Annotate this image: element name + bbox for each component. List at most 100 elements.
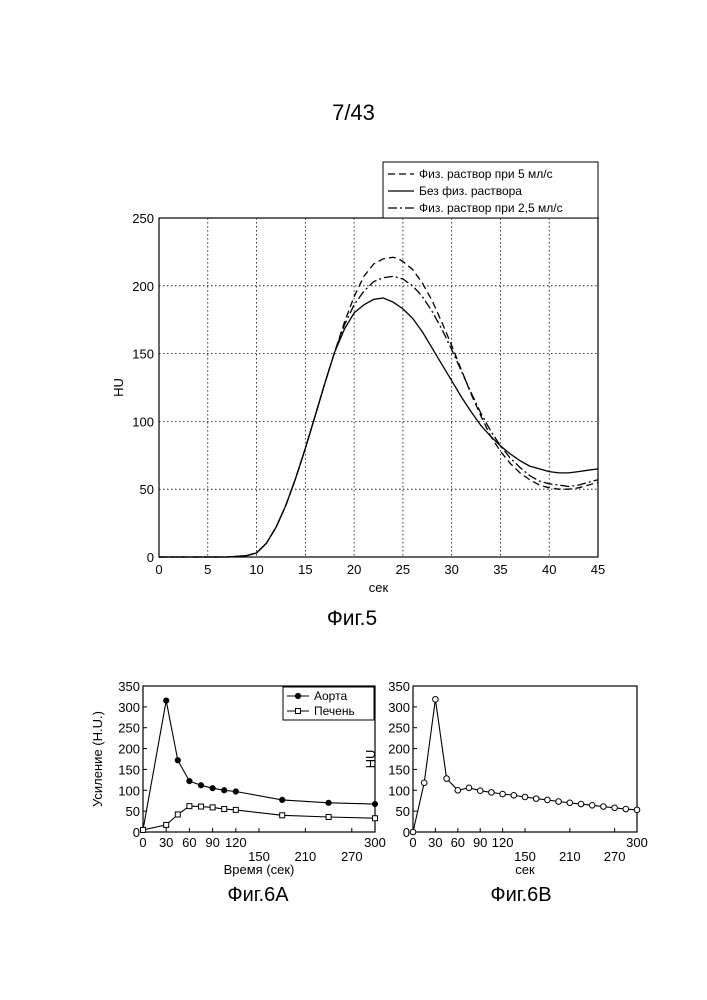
data-point <box>210 786 215 791</box>
y-tick-label: 50 <box>140 482 154 497</box>
series-line <box>159 298 598 557</box>
x-tick-label: 270 <box>604 849 626 864</box>
data-point <box>280 813 285 818</box>
series-line <box>159 276 598 557</box>
data-point <box>556 799 562 805</box>
data-point <box>477 788 483 794</box>
data-point <box>410 829 416 835</box>
data-point <box>198 783 203 788</box>
x-tick-label: 0 <box>139 835 146 850</box>
data-point <box>326 800 331 805</box>
y-tick-label: 350 <box>118 679 140 694</box>
data-point <box>433 697 439 703</box>
x-tick-label: 60 <box>182 835 196 850</box>
y-tick-label: 150 <box>132 347 154 362</box>
data-point <box>372 801 377 806</box>
y-tick-label: 100 <box>118 783 140 798</box>
data-point <box>578 801 584 807</box>
legend-label: Без физ. раствора <box>419 184 522 198</box>
data-point <box>589 803 595 809</box>
x-tick-label: 210 <box>295 849 317 864</box>
x-tick-label: 270 <box>341 849 363 864</box>
data-point <box>222 788 227 793</box>
data-point <box>444 776 450 782</box>
x-tick-label: 5 <box>204 562 211 577</box>
x-tick-label: 10 <box>249 562 263 577</box>
y-tick-label: 200 <box>132 279 154 294</box>
x-tick-label: 90 <box>205 835 219 850</box>
y-tick-label: 100 <box>132 414 154 429</box>
y-tick-label: 150 <box>118 762 140 777</box>
y-tick-label: 250 <box>388 721 410 736</box>
plot-frame <box>159 218 598 557</box>
data-point <box>175 812 180 817</box>
y-tick-label: 300 <box>388 700 410 715</box>
data-point <box>421 780 427 786</box>
x-tick-label: 210 <box>559 849 581 864</box>
x-tick-label: 30 <box>444 562 458 577</box>
x-tick-label: 300 <box>364 835 386 850</box>
y-tick-label: 150 <box>388 762 410 777</box>
x-axis-label: Время (сек) <box>224 862 295 877</box>
data-point <box>545 797 551 803</box>
data-point <box>522 794 528 800</box>
data-point <box>489 790 495 796</box>
figure-caption: Фиг.6В <box>490 884 551 906</box>
data-point <box>141 827 146 832</box>
data-point <box>373 816 378 821</box>
y-axis-label: HU <box>363 750 378 769</box>
y-tick-label: 0 <box>147 550 154 565</box>
data-point <box>187 804 192 809</box>
data-point <box>164 822 169 827</box>
y-tick-label: 50 <box>396 804 410 819</box>
y-tick-label: 350 <box>388 679 410 694</box>
x-tick-label: 25 <box>396 562 410 577</box>
x-axis-label: сек <box>515 862 535 877</box>
legend-label: Физ. раствор при 2,5 мл/с <box>419 201 563 215</box>
x-tick-label: 40 <box>542 562 556 577</box>
x-tick-label: 35 <box>493 562 507 577</box>
y-tick-label: 300 <box>118 700 140 715</box>
x-axis-label: сек <box>369 580 389 595</box>
legend-label: Печень <box>314 704 355 718</box>
x-tick-label: 120 <box>225 835 247 850</box>
data-point <box>634 807 640 813</box>
figure-canvas: 0 5 10 15 20 25 30 35 40 45 0 50 100 150 200 250 сек HU Фи… <box>0 0 707 1000</box>
data-point <box>466 785 472 791</box>
data-point <box>455 787 461 793</box>
x-tick-label: 90 <box>473 835 487 850</box>
x-tick-label: 30 <box>159 835 173 850</box>
x-tick-label: 30 <box>428 835 442 850</box>
x-tick-label: 45 <box>591 562 605 577</box>
y-axis-label: Усиление (H.U.) <box>90 711 105 807</box>
plot-frame <box>413 686 637 832</box>
data-point <box>623 806 629 812</box>
y-tick-label: 250 <box>118 721 140 736</box>
data-point <box>511 792 517 798</box>
y-tick-label: 200 <box>388 742 410 757</box>
data-point <box>326 814 331 819</box>
data-point <box>233 807 238 812</box>
x-tick-label: 0 <box>155 562 162 577</box>
data-point <box>210 805 215 810</box>
data-point <box>187 779 192 784</box>
data-point <box>233 789 238 794</box>
data-point <box>164 698 169 703</box>
series-line <box>159 257 598 557</box>
legend-label: Аорта <box>314 689 347 703</box>
data-point <box>612 805 618 811</box>
y-axis-label: HU <box>111 378 126 397</box>
x-tick-label: 15 <box>298 562 312 577</box>
data-point <box>500 791 506 797</box>
x-tick-label: 60 <box>451 835 465 850</box>
x-tick-label: 0 <box>409 835 416 850</box>
data-point <box>533 796 539 802</box>
x-tick-label: 300 <box>626 835 648 850</box>
legend-label: Физ. раствор при 5 мл/с <box>419 167 553 181</box>
data-point <box>199 804 204 809</box>
data-point <box>295 693 300 698</box>
y-tick-label: 50 <box>126 804 140 819</box>
data-point <box>175 758 180 763</box>
data-point <box>280 797 285 802</box>
x-tick-label: 20 <box>347 562 361 577</box>
